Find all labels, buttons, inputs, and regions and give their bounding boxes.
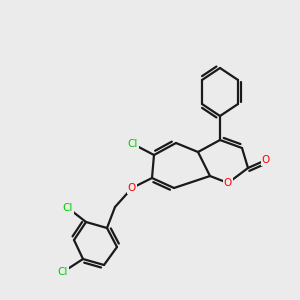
Text: Cl: Cl [63,203,73,213]
Text: Cl: Cl [128,139,138,149]
Text: O: O [128,183,136,193]
Text: Cl: Cl [58,267,68,277]
Text: O: O [224,178,232,188]
Text: O: O [262,155,270,165]
